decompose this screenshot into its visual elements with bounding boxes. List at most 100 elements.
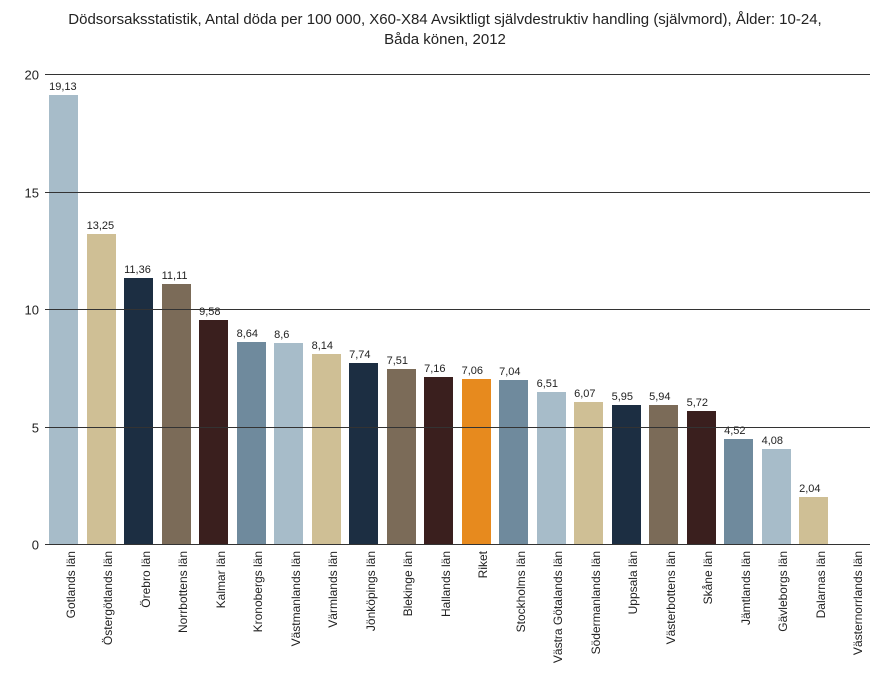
x-tick-label: Kronobergs län [251,551,265,632]
x-slot: Riket [458,545,496,685]
bar: 7,51 [387,369,416,545]
bar: 7,74 [349,363,378,545]
bar: 6,07 [574,402,603,545]
chart-title-line1: Dödsorsaksstatistik, Antal döda per 100 … [68,11,821,28]
x-tick-label: Västerbottens län [664,551,678,644]
value-label: 7,16 [424,363,445,375]
bar-slot: 11,36 [120,75,158,545]
x-axis-labels: Gotlands län Östergötlands län Örebro län N… [45,545,870,685]
x-slot: Kronobergs län [233,545,271,685]
value-label: 19,13 [49,81,77,93]
bar-slot: 5,95 [608,75,646,545]
x-tick-label: Uppsala län [626,551,640,614]
bar-slot: 7,51 [383,75,421,545]
bar-slot: 8,64 [233,75,271,545]
x-tick-label: Södermanlands län [589,551,603,654]
bar-slot: 7,04 [495,75,533,545]
value-label: 13,25 [87,220,115,232]
x-tick-label: Västra Götalands län [551,551,565,663]
y-tick-label: 10 [25,303,39,318]
bar: 4,08 [762,449,791,545]
x-tick-label: Stockholms län [514,551,528,632]
bar-slot: 4,08 [758,75,796,545]
x-slot: Jämtlands län [720,545,758,685]
value-label: 9,58 [199,306,220,318]
x-tick-label: Östergötlands län [101,551,115,645]
bar-slot: 13,25 [83,75,121,545]
value-label: 6,07 [574,388,595,400]
bar: 7,04 [499,380,528,545]
bar: 2,04 [799,497,828,545]
grid-line [45,309,870,310]
bar-slot: 9,58 [195,75,233,545]
y-tick-label: 5 [32,420,39,435]
value-label: 7,04 [499,366,520,378]
bars-group: 19,13 13,25 11,36 11,11 9,58 8,64 8,6 8,14 7,74 7… [45,75,870,545]
value-label: 7,74 [349,349,370,361]
bar: 19,13 [49,95,78,545]
x-tick-label: Västmanlands län [289,551,303,646]
x-slot: Östergötlands län [83,545,121,685]
value-label: 8,64 [237,328,258,340]
x-tick-label: Hallands län [439,551,453,617]
bar: 4,52 [724,439,753,545]
x-tick-label: Norrbottens län [176,551,190,633]
x-slot: Stockholms län [495,545,533,685]
bar: 11,36 [124,278,153,545]
grid-line [45,192,870,193]
bar: 8,14 [312,354,341,545]
bar: 11,11 [162,284,191,545]
bar-slot: 7,74 [345,75,383,545]
plot-area: 19,13 13,25 11,36 11,11 9,58 8,64 8,6 8,14 7,74 7… [45,75,870,545]
x-slot: Västerbottens län [645,545,683,685]
x-slot: Dalarnas län [795,545,833,685]
value-label: 5,94 [649,391,670,403]
bar-slot: 6,07 [570,75,608,545]
x-slot: Västmanlands län [270,545,308,685]
bar-slot [833,75,871,545]
x-slot: Kalmar län [195,545,233,685]
value-label: 4,08 [762,435,783,447]
value-label: 5,95 [612,391,633,403]
x-tick-label: Gävleborgs län [776,551,790,632]
x-slot: Uppsala län [608,545,646,685]
bar-slot: 7,16 [420,75,458,545]
value-label: 7,51 [387,355,408,367]
bar-slot: 6,51 [533,75,571,545]
value-label: 11,36 [124,264,151,276]
bar-slot: 2,04 [795,75,833,545]
y-tick-label: 0 [32,538,39,553]
value-label: 6,51 [537,378,558,390]
x-slot: Norrbottens län [158,545,196,685]
value-label: 8,6 [274,329,289,341]
bar-slot: 8,6 [270,75,308,545]
bar: 5,72 [687,411,716,545]
grid-line [45,74,870,75]
bar-slot: 4,52 [720,75,758,545]
bar: 8,64 [237,342,266,545]
value-label: 2,04 [799,483,820,495]
x-slot: Jönköpings län [345,545,383,685]
x-slot: Örebro län [120,545,158,685]
value-label: 11,11 [162,270,188,282]
bar-slot: 7,06 [458,75,496,545]
bar-slot: 5,72 [683,75,721,545]
chart-container: Dödsorsaksstatistik, Antal döda per 100 … [0,0,890,699]
bar: 8,6 [274,343,303,545]
y-tick-label: 15 [25,185,39,200]
x-slot: Blekinge län [383,545,421,685]
x-slot: Hallands län [420,545,458,685]
x-slot: Västernorrlands län [833,545,871,685]
value-label: 8,14 [312,340,333,352]
x-slot: Gävleborgs län [758,545,796,685]
grid-line [45,427,870,428]
bar: 9,58 [199,320,228,545]
bar: 7,16 [424,377,453,545]
value-label: 5,72 [687,397,708,409]
chart-title: Dödsorsaksstatistik, Antal döda per 100 … [0,10,890,49]
x-tick-label: Riket [476,551,490,578]
x-slot: Gotlands län [45,545,83,685]
x-tick-label: Jämtlands län [739,551,753,625]
x-tick-label: Örebro län [139,551,153,608]
x-tick-label: Dalarnas län [814,551,828,618]
